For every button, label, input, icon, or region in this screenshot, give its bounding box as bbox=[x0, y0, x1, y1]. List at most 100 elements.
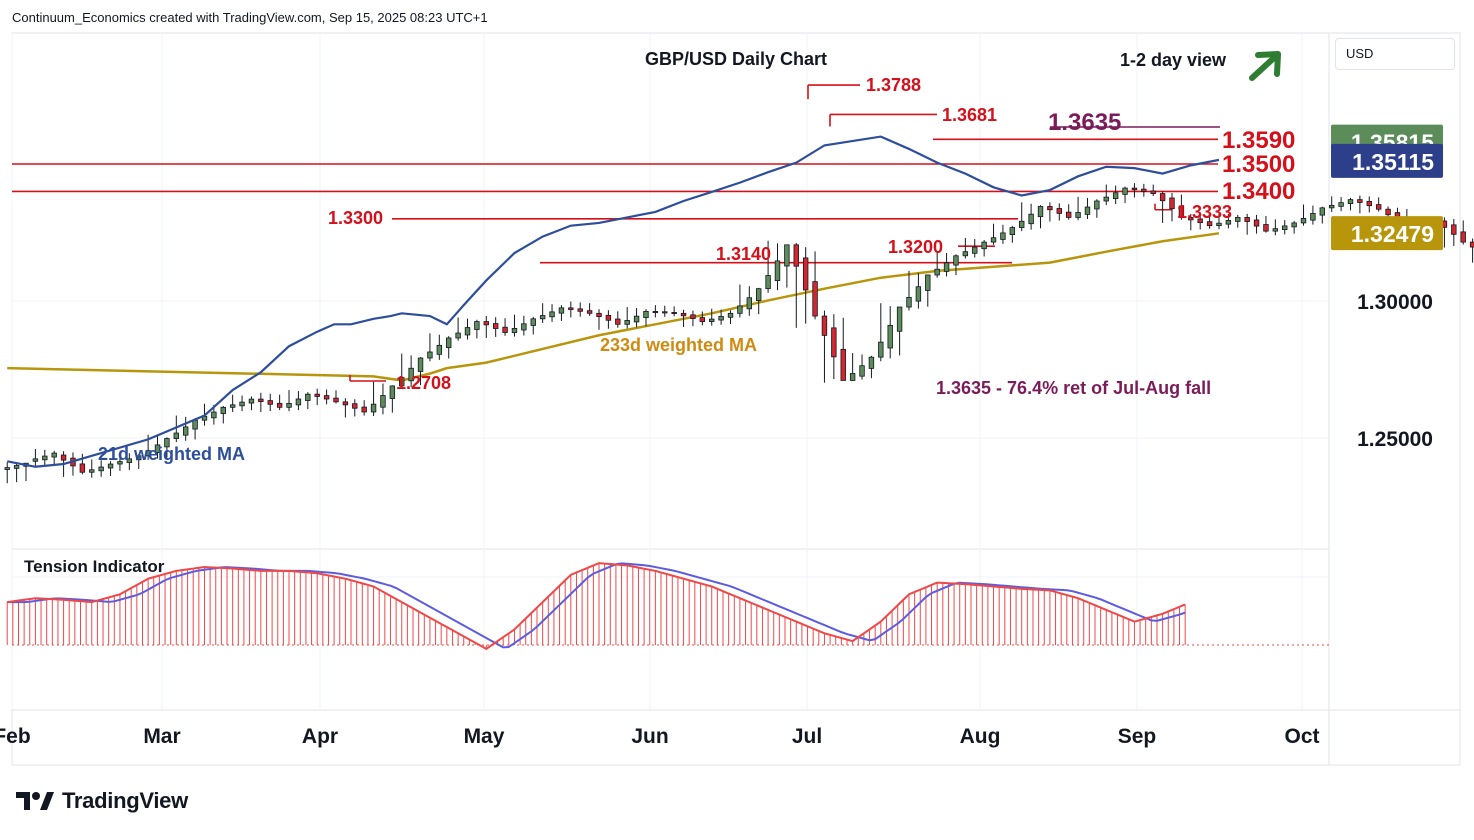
candle-body bbox=[962, 251, 969, 257]
candle bbox=[1094, 199, 1100, 218]
tradingview-logo-text: TradingView bbox=[62, 788, 188, 813]
candle bbox=[70, 452, 76, 476]
candle bbox=[539, 303, 546, 323]
currency-selector[interactable]: USD bbox=[1335, 38, 1455, 70]
candle bbox=[568, 301, 574, 318]
candle-body bbox=[483, 321, 489, 326]
tradingview-logo: TradingView bbox=[16, 788, 188, 814]
ma233-line bbox=[7, 232, 1220, 382]
candle-body bbox=[1169, 197, 1175, 210]
candle-body bbox=[981, 241, 987, 250]
candle-body bbox=[690, 314, 696, 319]
candle bbox=[1056, 203, 1062, 221]
candle-body bbox=[239, 401, 245, 407]
candle bbox=[981, 240, 987, 257]
x-tick-label: Apr bbox=[302, 725, 338, 748]
y-tick-label: 1.25000 bbox=[1357, 428, 1433, 451]
candle bbox=[925, 274, 931, 307]
candle-body bbox=[1094, 200, 1100, 210]
candle bbox=[1178, 194, 1185, 220]
fib-note: 1.3635 - 76.4% ret of Jul-Aug fall bbox=[936, 378, 1211, 398]
candle bbox=[1084, 198, 1091, 220]
candle bbox=[248, 396, 255, 411]
candle-body bbox=[295, 398, 302, 406]
candle-body bbox=[333, 397, 339, 403]
candle bbox=[380, 383, 386, 415]
candle bbox=[436, 334, 443, 360]
candle-body bbox=[1188, 217, 1194, 221]
candle bbox=[1460, 220, 1466, 245]
candle-body bbox=[1338, 202, 1344, 207]
candle-body bbox=[1028, 213, 1034, 225]
candle bbox=[295, 391, 302, 411]
candle bbox=[427, 333, 433, 362]
candle-body bbox=[812, 281, 818, 317]
candle bbox=[821, 310, 828, 383]
candle-body bbox=[896, 306, 903, 332]
candle bbox=[389, 385, 396, 413]
candle-body bbox=[709, 318, 715, 322]
candle-body bbox=[1112, 192, 1119, 200]
candle bbox=[849, 353, 856, 382]
candle bbox=[399, 353, 405, 389]
candle-body bbox=[1451, 224, 1457, 235]
candle-body bbox=[474, 321, 480, 330]
candle bbox=[671, 306, 677, 317]
candle bbox=[1188, 213, 1194, 231]
candle bbox=[962, 237, 969, 259]
candle bbox=[1216, 213, 1222, 230]
candle bbox=[1122, 186, 1128, 204]
price-badge-box bbox=[1331, 143, 1443, 178]
candle-body bbox=[652, 311, 659, 314]
candle bbox=[953, 254, 959, 276]
candle-body bbox=[943, 262, 950, 272]
candle bbox=[915, 272, 922, 309]
candle bbox=[1253, 214, 1260, 234]
candle bbox=[784, 244, 790, 288]
candle-body bbox=[868, 356, 875, 369]
candle bbox=[774, 243, 781, 291]
candle bbox=[1469, 238, 1474, 263]
level-label-1-3333: 1.3333 bbox=[1177, 202, 1232, 222]
candle-body bbox=[793, 244, 799, 267]
candle-body bbox=[1385, 208, 1391, 216]
candle-body bbox=[1103, 196, 1109, 202]
fib-level-label: 1.3635 bbox=[1048, 109, 1121, 136]
candle bbox=[1159, 191, 1166, 223]
candle-body bbox=[699, 317, 706, 322]
candle-body bbox=[915, 286, 922, 302]
candle-body bbox=[1159, 193, 1166, 202]
candle bbox=[370, 381, 377, 417]
candle bbox=[812, 251, 818, 320]
candle-body bbox=[1000, 232, 1006, 240]
candle-body bbox=[1047, 206, 1053, 211]
candle bbox=[220, 405, 226, 424]
candle-body bbox=[1009, 227, 1016, 235]
candle-body bbox=[173, 432, 180, 439]
candle-body bbox=[1065, 211, 1072, 218]
candle bbox=[990, 223, 997, 245]
candle-body bbox=[925, 274, 931, 291]
candle bbox=[164, 437, 170, 458]
candle-body bbox=[1150, 190, 1156, 194]
candle-body bbox=[1300, 217, 1307, 224]
ma233-layer bbox=[7, 232, 1220, 382]
candle-body bbox=[427, 351, 433, 359]
candle-body bbox=[446, 337, 452, 349]
candle-body bbox=[164, 438, 170, 448]
ma21-layer bbox=[7, 135, 1220, 468]
price-badge-value: 1.32479 bbox=[1351, 221, 1434, 247]
ma21-line bbox=[7, 135, 1220, 468]
candle bbox=[13, 463, 20, 483]
candle bbox=[1366, 196, 1372, 213]
candle-body bbox=[1263, 224, 1269, 232]
candle-body bbox=[182, 426, 189, 436]
candle bbox=[577, 302, 583, 317]
candle bbox=[690, 310, 696, 327]
candle bbox=[1197, 214, 1203, 230]
candle-body bbox=[1056, 208, 1062, 214]
candle-body bbox=[605, 314, 612, 321]
candle bbox=[455, 317, 461, 341]
